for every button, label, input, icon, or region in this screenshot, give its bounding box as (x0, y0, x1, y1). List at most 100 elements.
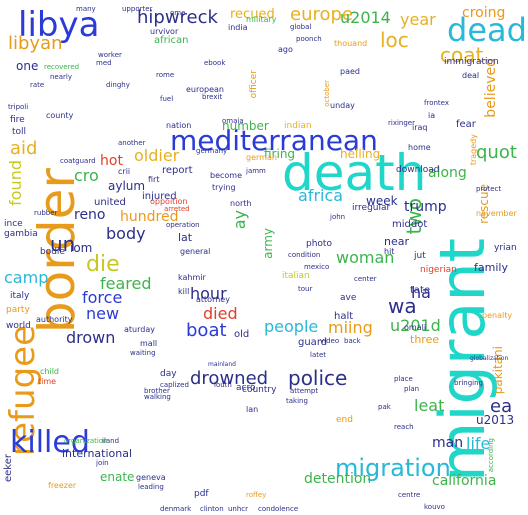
word-child: child (40, 367, 59, 376)
word-number: number (222, 119, 269, 133)
word-louth: louth (214, 381, 232, 389)
word-officer: officer (249, 70, 259, 99)
word-brother: brother (144, 387, 170, 395)
word-immigration: immigration (444, 57, 499, 67)
word-waiting: waiting (130, 349, 156, 357)
word-mexico: mexico (304, 263, 330, 271)
word-libya: libya (18, 5, 100, 45)
word-roffey: roffey (246, 491, 267, 499)
word-near: near (384, 235, 410, 248)
word-reno: reno (74, 207, 106, 223)
word-oldier: oldier (134, 146, 180, 165)
word-killed: killed (10, 425, 90, 460)
word-migration: migration (335, 454, 451, 482)
word-nigerian: nigerian (420, 265, 457, 275)
word-country: country (242, 385, 277, 395)
word-organization: organization (64, 437, 108, 445)
word-man: man (432, 435, 464, 451)
word-old: old (234, 329, 250, 340)
word-general: general (180, 247, 211, 256)
word-omali: omali (404, 323, 427, 332)
word-body: body (106, 224, 146, 243)
word-join: join (96, 459, 109, 467)
word-drown: drown (66, 328, 116, 347)
word-germany: germany (196, 147, 228, 155)
word-u2013: u2013 (476, 413, 515, 427)
word-army: army (261, 228, 275, 259)
word-another: another (118, 139, 146, 147)
word-ea: ea (490, 396, 513, 417)
word-world: world (6, 321, 31, 331)
word-ince: ince (4, 219, 23, 229)
word-kahmir: kahmir (178, 273, 206, 282)
word-center: center (354, 275, 377, 283)
word-firing: firing (264, 147, 296, 161)
word-gambia: gambia (4, 229, 38, 239)
word-october: october (323, 80, 331, 107)
word-day: day (160, 369, 177, 379)
word-year: year (400, 10, 436, 29)
word-international: international (62, 447, 133, 460)
word-freezer: freezer (48, 481, 77, 490)
word-tripoli: tripoli (8, 103, 29, 111)
word-attorney: attorney (196, 295, 230, 304)
word-centre: centre (398, 491, 421, 499)
word-tour: tour (298, 285, 313, 293)
word-back: back (344, 337, 361, 345)
word-county: county (46, 111, 74, 120)
word-nearly: nearly (50, 73, 72, 81)
word-firt: firt (148, 175, 160, 184)
word-ay: ay (230, 210, 249, 230)
word-jamm: jamm (246, 167, 266, 175)
word-halt: halt (334, 311, 354, 322)
word-injured: injured (142, 191, 177, 202)
word-leading: leading (138, 483, 164, 491)
word-latet: latet (310, 351, 327, 359)
word-place: place (394, 375, 413, 383)
word-eeker: eeker (3, 454, 14, 483)
word-fear: fear (456, 119, 476, 130)
word-african: african (154, 35, 189, 46)
word-leat: leat (414, 396, 445, 415)
word-nation: nation (166, 121, 192, 130)
word-end: end (336, 415, 353, 425)
word-german: german (246, 153, 277, 162)
word-trump: trump (404, 199, 447, 215)
word-globalization: globalization (470, 355, 509, 362)
word-indian: indian (284, 121, 312, 131)
word-woman: woman (336, 248, 395, 267)
word-recovered: recovered (44, 63, 80, 71)
word-john: john (330, 213, 346, 221)
word-frontex: frontex (424, 99, 449, 107)
word-oppoition: oppoition (150, 197, 188, 206)
word-hit: hit (384, 247, 395, 256)
word-europe: europe (290, 4, 353, 25)
word-iom: iom (70, 241, 93, 255)
word-ha: ha (411, 283, 431, 302)
word-photo: photo (306, 239, 332, 249)
word-pdf: pdf (194, 489, 209, 499)
word-protect: protect (476, 185, 502, 193)
word-jut: jut (414, 251, 426, 261)
word-three: three (410, 333, 440, 346)
word-found: found (6, 160, 25, 206)
word-mediterranean: mediterranean (170, 124, 378, 157)
word-drowned: drowned (190, 368, 269, 389)
word-u201d: u201d (390, 316, 441, 335)
word-week: week (366, 194, 398, 208)
word-video: video (320, 337, 340, 345)
word-clinton: clinton (200, 505, 224, 513)
word-iland: iland (102, 437, 120, 445)
word-reach: reach (394, 423, 414, 431)
word-aturday: aturday (124, 325, 155, 334)
word-dinghy: dinghy (106, 81, 130, 89)
word-many: many (76, 5, 96, 13)
word-tate: tate (410, 285, 431, 296)
word-wa: wa (388, 294, 417, 318)
word-report: report (162, 165, 193, 176)
word-dead: dead (447, 11, 527, 49)
word-military: military (246, 15, 277, 24)
word-poonch: poonch (296, 35, 322, 43)
word-croing: croing (462, 5, 506, 21)
word-party: party (6, 305, 30, 315)
